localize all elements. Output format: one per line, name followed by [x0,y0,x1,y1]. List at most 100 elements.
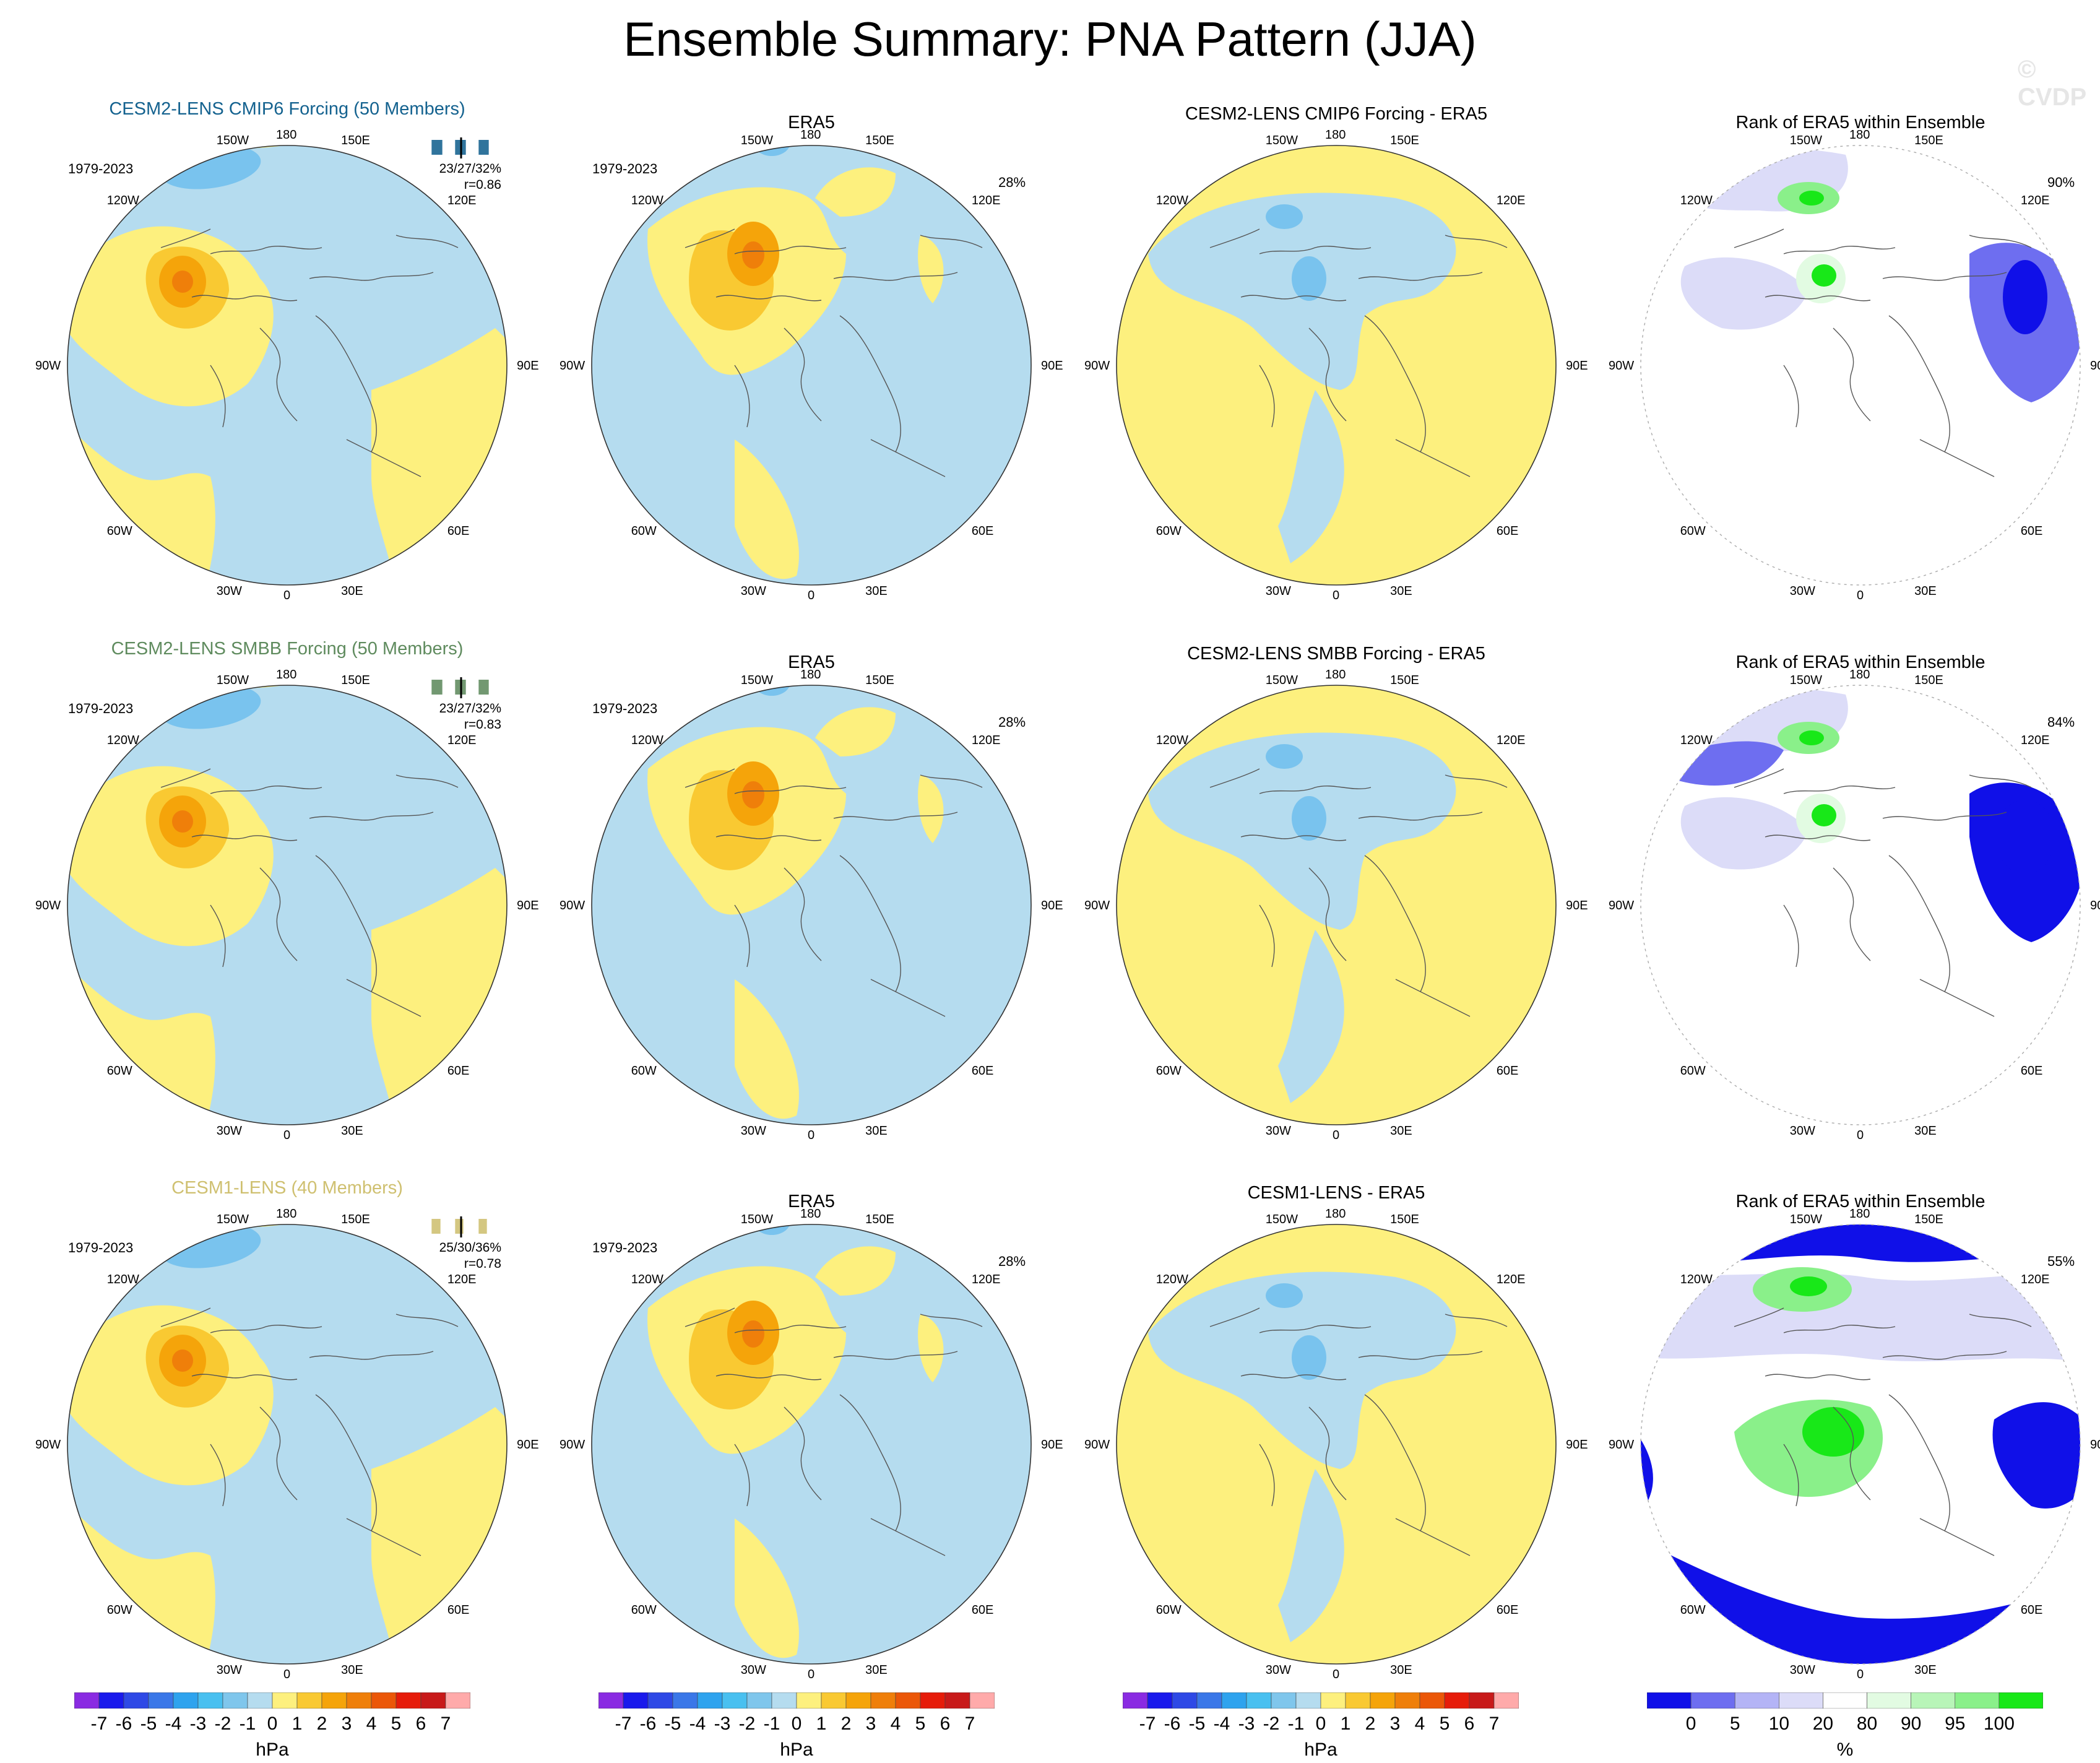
coastline-1 [191,1374,298,1380]
map-label-90e: 90E [1566,359,1588,373]
coastline-5 [1259,904,1275,968]
stats-percent: 25/30/36% [439,1241,501,1255]
map-label-120w: 120W [631,194,663,208]
coastline-4 [1888,1394,1950,1531]
map-label-90w: 90W [560,1438,585,1452]
colorbar-tick-label: 3 [341,1713,352,1734]
coastline-0 [734,245,847,254]
panel-title-rank: Rank of ERA5 within Ensemble [1735,1192,1985,1211]
map-label-90w: 90W [1609,359,1635,373]
colorbar-tick-label: -3 [189,1713,207,1734]
coastline-5 [1783,904,1799,968]
map-label-30w: 30W [740,1124,766,1138]
coastline-1 [1765,1374,1871,1380]
coastline-3 [1833,867,1871,961]
colorbar-swatch [1955,1692,2000,1709]
panel-model-row1: 180 0 150W 120W 90W 60W 30W 150E 120E 90E 60E 30E CE… [25,93,550,631]
map-label-30e: 30E [865,1124,888,1138]
map-boundary [591,685,1032,1125]
stats-percent: 23/27/32% [439,701,501,716]
map-label-30e: 30E [865,1663,888,1678]
map-label-150e: 150E [1390,133,1419,147]
coastline-1 [715,295,822,301]
map-label-120e: 120E [2020,1273,2050,1287]
map-label-150w: 150W [1265,1212,1298,1226]
coastline-2 [1882,272,2007,281]
map-label-150e: 150E [1914,133,1943,147]
map-label-60w: 60W [1680,1603,1706,1617]
map-label-120e: 120E [1496,734,1526,748]
colorbar-swatch [197,1692,223,1709]
colorbar-swatch [346,1692,372,1709]
map-label-60e: 60E [1496,1603,1519,1617]
page-title: Ensemble Summary: PNA Pattern (JJA) [623,12,1477,66]
colorbar-swatch [845,1692,871,1709]
map-label-120e: 120E [971,1273,1001,1287]
coastline-0 [210,1324,322,1333]
coastline-2 [833,1351,958,1360]
variance-percent: 28% [998,714,1026,730]
coastline-2 [309,272,434,281]
coastline-0 [734,785,847,794]
colorbar-swatch [1394,1692,1420,1709]
colorbar-swatch [1469,1692,1495,1709]
colorbar-tick-label: 1 [1340,1713,1351,1734]
colorbar-swatch [697,1692,723,1709]
map-label-90e: 90E [1041,899,1063,912]
map-label-120w: 120W [631,734,663,748]
panel-model-row3: 180 0 150W 120W 90W 60W 30W 150E 120E 90E 60E 30E CE… [25,1172,550,1710]
map-label-90e: 90E [517,899,539,912]
coastline-0 [734,1324,847,1333]
colorbar-swatch [98,1692,124,1709]
colorbar-tick-label: -4 [165,1713,182,1734]
colorbar-swatch [1911,1692,1956,1709]
polar-map-era [591,145,1032,586]
map-label-150e: 150E [341,1212,370,1226]
coastline-3 [1833,327,1871,422]
map-label-30w: 30W [1789,1124,1815,1138]
map-label-0: 0 [283,589,291,602]
colorbar-swatch [222,1692,248,1709]
map-label-90e: 90E [1041,1438,1063,1452]
coastline-2 [1882,1351,2007,1360]
colorbar-swatch [672,1692,698,1709]
rank-low-east-core [2003,260,2047,334]
map-label-90w: 90W [560,899,585,912]
negative-core-center [1292,1335,1326,1380]
stats-percent: 23/27/32% [439,162,501,176]
panel-title-rank: Rank of ERA5 within Ensemble [1735,113,1985,132]
colorbar-tick-label: 100 [1983,1713,2015,1734]
coastline-7 [160,768,211,788]
variance-percent: 28% [998,1254,1026,1269]
map-label-180: 180 [276,1207,297,1221]
rank-high-core [1812,804,1836,826]
colorbar-tick-label: 1 [292,1713,303,1734]
map-boundary [591,145,1032,586]
map-label-60e: 60E [447,1603,470,1617]
map-boundary [1640,685,2081,1125]
panel-title-model: CESM2-LENS SMBB Forcing (50 Members) [111,639,464,659]
map-label-30w: 30W [1789,1663,1815,1678]
coastline-8 [1445,235,1508,248]
coastline-1 [191,834,298,841]
panel-rank-row1: 180 0 150W 120W 90W 60W 30W 150E 120E 90E 60E 30E Ra… [1598,93,2100,631]
map-label-150w: 150W [1265,673,1298,687]
coastline-4 [315,1394,377,1531]
map-label-150e: 150E [1914,673,1943,687]
positive-region-s [735,440,799,579]
map-label-180: 180 [1325,128,1346,142]
colorbar-swatch [1779,1692,1823,1709]
coastline-8 [1445,774,1508,788]
negative-core-north [1266,1283,1303,1308]
map-label-30e: 30E [1390,1663,1412,1678]
coastline-4 [1364,855,1426,992]
map-label-30e: 30E [865,584,888,599]
colorbar-tick-label: 4 [1414,1713,1425,1734]
pattern-stats: 25/30/36% r=0.78 [384,1240,501,1272]
map-label-0: 0 [283,1128,291,1142]
colorbar-tick-label: 0 [791,1713,802,1734]
colorbar-tick-label: 5 [391,1713,402,1734]
map-label-150w: 150W [1789,133,1823,147]
map-label-0: 0 [283,1668,291,1681]
map-label-150e: 150E [865,1212,894,1226]
